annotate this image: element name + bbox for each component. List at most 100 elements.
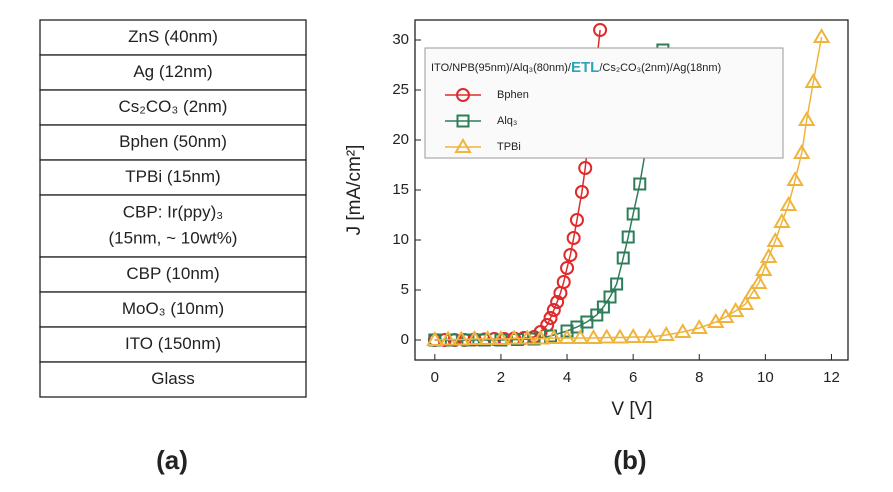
data-point bbox=[616, 251, 630, 265]
data-point bbox=[465, 330, 484, 345]
data-point bbox=[560, 261, 575, 275]
y-axis-title: J [mA/cm²] bbox=[344, 145, 365, 236]
x-tick-label: 2 bbox=[497, 369, 505, 386]
layer-box bbox=[39, 291, 307, 328]
data-point bbox=[593, 23, 608, 37]
data-point bbox=[563, 248, 578, 262]
data-point bbox=[624, 328, 642, 343]
data-point bbox=[610, 277, 624, 291]
data-point bbox=[569, 213, 584, 227]
data-point bbox=[626, 207, 640, 221]
data-point bbox=[574, 185, 589, 199]
x-tick-label: 10 bbox=[757, 369, 774, 386]
data-point bbox=[518, 329, 537, 345]
data-point bbox=[673, 323, 692, 338]
layer-label: CBP: Ir(ppy)₃ bbox=[123, 202, 223, 221]
data-point bbox=[754, 261, 773, 276]
x-tick-label: 6 bbox=[629, 369, 637, 386]
x-tick-label: 4 bbox=[563, 369, 571, 386]
data-point bbox=[558, 329, 576, 344]
legend-title-part: /Cs₂CO₃(2nm)/Ag(18nm) bbox=[599, 62, 721, 74]
data-point bbox=[571, 329, 590, 344]
legend-box bbox=[424, 47, 784, 159]
data-point bbox=[584, 329, 603, 344]
layer-label: Bphen (50nm) bbox=[119, 132, 227, 151]
layer-box bbox=[39, 194, 307, 258]
data-point bbox=[478, 330, 497, 345]
data-point bbox=[580, 315, 594, 329]
data-point bbox=[797, 111, 816, 126]
layer-label: CBP (10nm) bbox=[126, 264, 219, 283]
data-point bbox=[439, 330, 457, 346]
y-tick-label: 10 bbox=[392, 231, 409, 248]
data-point bbox=[452, 330, 471, 346]
layer-box bbox=[39, 19, 307, 56]
layer-box bbox=[39, 54, 307, 91]
y-tick-label: 0 bbox=[401, 331, 409, 348]
data-point bbox=[804, 73, 823, 88]
data-point bbox=[456, 114, 470, 128]
data-point bbox=[545, 329, 563, 344]
data-point bbox=[773, 213, 791, 228]
data-point bbox=[657, 326, 675, 341]
data-point bbox=[456, 88, 470, 102]
data-point bbox=[546, 303, 561, 317]
legend-label: Bphen bbox=[497, 89, 529, 101]
layer-label: Cs₂CO₃ (2nm) bbox=[119, 97, 228, 116]
layer-label: (15nm, ~ 10wt%) bbox=[109, 228, 238, 247]
data-point bbox=[550, 295, 565, 309]
data-point bbox=[454, 138, 472, 153]
data-point bbox=[766, 232, 785, 247]
layer-box bbox=[39, 124, 307, 161]
data-point bbox=[531, 329, 550, 345]
y-tick-label: 20 bbox=[392, 131, 409, 148]
y-tick-label: 5 bbox=[401, 281, 409, 298]
data-point bbox=[812, 28, 831, 43]
layer-box bbox=[39, 361, 307, 398]
data-point bbox=[736, 295, 755, 310]
data-point bbox=[543, 311, 558, 325]
data-point bbox=[590, 308, 604, 322]
layer-label: Ag (12nm) bbox=[133, 62, 212, 81]
x-axis-title: V [V] bbox=[611, 399, 652, 420]
y-tick-label: 25 bbox=[392, 81, 409, 98]
series-line bbox=[434, 36, 823, 341]
data-point bbox=[603, 290, 617, 304]
legend-title-part: ITO/NPB(95nm)/Alq₃(80nm)/ bbox=[431, 62, 572, 74]
legend-title-part: ETL bbox=[571, 59, 599, 76]
data-point bbox=[750, 274, 768, 289]
data-point bbox=[743, 284, 761, 299]
data-point bbox=[556, 275, 571, 289]
panel-label: (b) bbox=[613, 445, 646, 475]
layer-label: TPBi (15nm) bbox=[125, 167, 220, 186]
y-tick-label: 15 bbox=[392, 181, 409, 198]
data-point bbox=[690, 319, 709, 334]
data-point bbox=[779, 196, 798, 211]
data-point bbox=[786, 171, 804, 186]
data-point bbox=[578, 161, 593, 175]
layer-label: MoO₃ (10nm) bbox=[122, 299, 224, 318]
layer-box bbox=[39, 89, 307, 126]
data-point bbox=[560, 324, 574, 338]
layer-label: Glass bbox=[151, 369, 194, 388]
data-point bbox=[621, 230, 635, 244]
legend-label: Alq₃ bbox=[497, 115, 517, 127]
data-point bbox=[492, 330, 510, 345]
x-tick-label: 12 bbox=[823, 369, 840, 386]
layer-label: ITO (150nm) bbox=[125, 334, 221, 353]
data-point bbox=[633, 177, 647, 191]
legend-label: TPBi bbox=[497, 141, 521, 153]
x-tick-label: 8 bbox=[695, 369, 703, 386]
layer-label: ZnS (40nm) bbox=[128, 27, 218, 46]
data-point bbox=[596, 300, 610, 314]
data-point bbox=[792, 144, 811, 159]
data-point bbox=[597, 328, 616, 344]
panel-label: (a) bbox=[156, 445, 188, 475]
data-point bbox=[759, 248, 778, 263]
data-point bbox=[640, 328, 659, 343]
data-point bbox=[611, 328, 629, 344]
legend-title: ITO/NPB(95nm)/Alq₃(80nm)/ETL/Cs₂CO₃(2nm)… bbox=[431, 59, 721, 76]
x-tick-label: 0 bbox=[431, 369, 439, 386]
y-tick-label: 30 bbox=[392, 31, 409, 48]
